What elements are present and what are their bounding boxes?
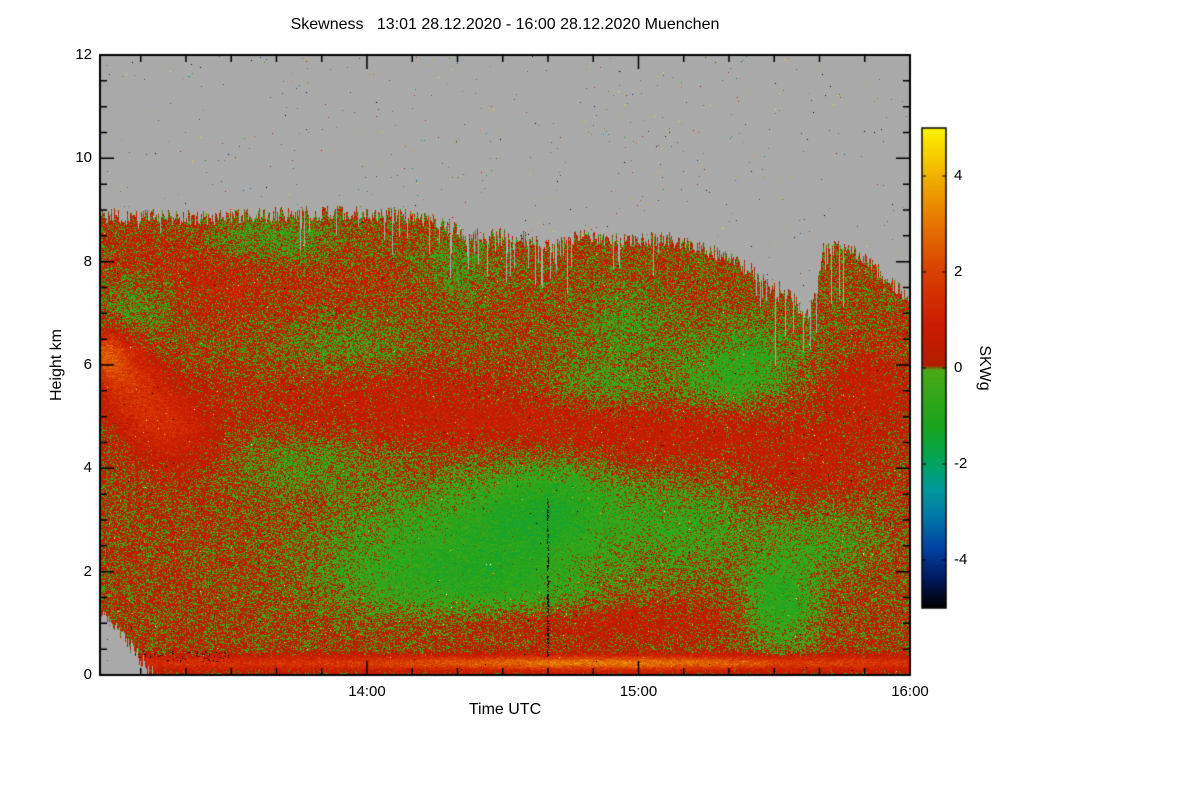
x-axis-label: Time UTC [468,701,542,718]
chart-title: Skewness 13:01 28.12.2020 - 16:00 28.12.… [290,16,720,33]
y-tick-label: 2 [83,562,92,580]
y-tick-label: 8 [83,252,92,270]
colorbar-tick-label: 2 [954,263,963,280]
x-tick-label: 15:00 [619,683,658,700]
colorbar-tick-label: 0 [954,359,963,376]
x-tick-label: 16:00 [891,683,929,700]
y-tick-label: 0 [83,666,92,683]
y-tick-label: 4 [83,459,92,477]
x-tick-label: 14:00 [348,683,386,700]
y-tick-label: 6 [83,356,92,373]
colorbar-tick-label: -2 [954,455,968,472]
colorbar-tick-label: 4 [954,167,963,184]
colorbar-tick-label: -4 [954,551,968,568]
y-tick-label: 12 [75,46,92,63]
y-tick-label: 10 [75,149,92,167]
